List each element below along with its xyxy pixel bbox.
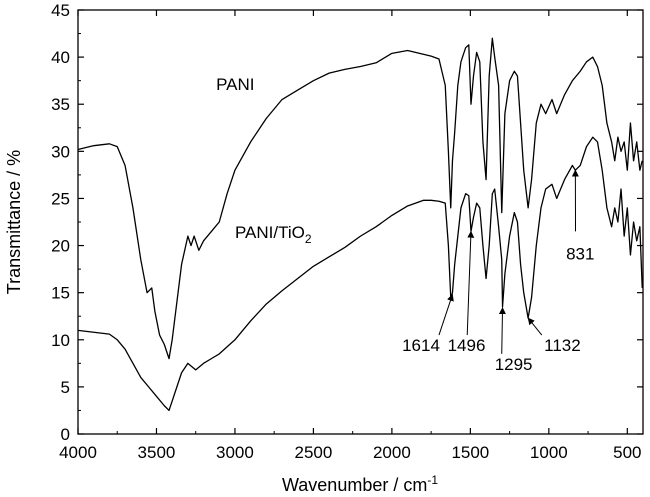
y-tick-label: 45 xyxy=(51,1,70,20)
y-axis: 0 5 10 15 20 25 30 35 40 45 xyxy=(51,1,643,444)
y-tick-label: 40 xyxy=(51,48,70,67)
y-tick-label: 15 xyxy=(51,284,70,303)
x-tick-label: 3000 xyxy=(216,443,254,462)
x-tick-label: 2000 xyxy=(373,443,411,462)
x-tick-label: 500 xyxy=(613,443,641,462)
y-tick-label: 10 xyxy=(51,331,70,350)
x-axis: 4000 3500 3000 2500 2000 1500 1000 500 xyxy=(59,10,641,462)
y-tick-label: 5 xyxy=(61,378,70,397)
series-line-pani-tio2 xyxy=(77,136,643,412)
x-tick-label: 1000 xyxy=(530,443,568,462)
x-tick-label: 2500 xyxy=(295,443,333,462)
annotation-arrow xyxy=(498,307,506,354)
y-tick-label: 25 xyxy=(51,189,70,208)
x-tick-label: 1500 xyxy=(451,443,489,462)
y-axis-title: Transmittance / % xyxy=(4,150,24,294)
annotation-label: 1614 xyxy=(402,336,440,355)
annotation-label: 1295 xyxy=(495,355,533,374)
x-tick-label: 3500 xyxy=(138,443,176,462)
x-axis-title: Wavenumber / cm-1 xyxy=(282,473,438,495)
y-tick-label: 20 xyxy=(51,237,70,256)
y-tick-label: 30 xyxy=(51,142,70,161)
annotation-arrow xyxy=(466,230,475,336)
annotation-label: PANI/TiO2 xyxy=(235,223,312,246)
annotation-label: 831 xyxy=(566,245,594,264)
annotation-label: 1496 xyxy=(448,336,486,355)
y-tick-label: 0 xyxy=(61,425,70,444)
annotation-arrow xyxy=(527,317,543,336)
series-layer xyxy=(77,37,643,412)
plot-frame xyxy=(77,9,644,435)
annotation-layer: PANI PANI/TiO2 1614 1496 1295 1132 831 xyxy=(216,75,594,374)
series-line-pani xyxy=(77,37,643,360)
x-tick-label: 4000 xyxy=(59,443,97,462)
annotation-label: 1132 xyxy=(544,336,581,355)
annotation-arrow xyxy=(438,293,454,336)
annotation-label: PANI xyxy=(216,75,254,94)
y-tick-label: 35 xyxy=(51,95,70,114)
